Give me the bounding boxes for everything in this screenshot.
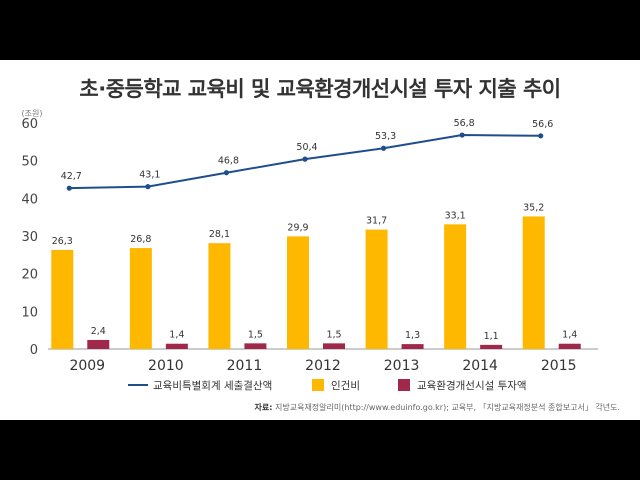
bar-data-label: 1,3 — [405, 330, 420, 341]
source-text: 지방교육재정알리미(http://www.eduinfo.go.kr); 교육부… — [275, 403, 620, 412]
line-data-label: 46,8 — [218, 156, 239, 167]
x-tick-label: 2015 — [541, 358, 577, 374]
line-point — [223, 170, 230, 176]
x-tick-label: 2014 — [462, 358, 498, 374]
y-tick-label: 0 — [30, 343, 38, 358]
bar-data-label: 29,9 — [287, 222, 308, 233]
line-point — [538, 133, 544, 139]
chart-title: 초·중등학교 교육비 및 교육환경개선시설 투자 지출 추이 — [79, 77, 561, 101]
bar-facility — [480, 344, 503, 349]
bar-data-label: 1,4 — [562, 330, 577, 341]
line-point — [459, 132, 465, 138]
y-tick-label: 50 — [21, 155, 38, 170]
line-data-label: 43,1 — [139, 170, 160, 181]
x-tick-label: 2011 — [227, 358, 263, 374]
bar-data-label: 31,7 — [366, 216, 387, 227]
bar-data-label: 35,2 — [523, 202, 544, 213]
line-data-label: 53,3 — [375, 131, 396, 142]
bar-facility — [244, 343, 267, 349]
bar-facility — [323, 343, 345, 349]
y-tick-label: 10 — [21, 305, 38, 320]
bar-data-label: 26,3 — [52, 236, 73, 247]
line-data-label: 42,7 — [61, 171, 82, 182]
legend-label: 인건비 — [331, 380, 360, 392]
bar-data-label: 1,5 — [248, 329, 263, 340]
bar-personnel — [522, 216, 545, 349]
bar-personnel — [287, 236, 309, 349]
line-point — [66, 185, 72, 191]
line-data-label: 56,6 — [532, 119, 553, 130]
y-unit-label: (조원) — [22, 109, 43, 118]
line-data-label: 50,4 — [296, 142, 317, 153]
bar-data-label: 33,1 — [445, 210, 466, 221]
bar-facility — [558, 343, 581, 349]
y-tick-label: 30 — [21, 230, 38, 245]
bar-data-label: 26,8 — [130, 234, 151, 245]
legend-label: 교육환경개선시설 투자액 — [417, 379, 527, 392]
bar-data-label: 1,1 — [484, 331, 499, 342]
legend-swatch-facility — [398, 379, 410, 391]
line-point — [380, 145, 387, 151]
line-point — [302, 156, 308, 162]
bar-data-label: 2,4 — [91, 326, 106, 337]
legend-label: 교육비특별회계 세출결산액 — [153, 380, 272, 392]
bar-personnel — [51, 249, 74, 349]
y-tick-label: 40 — [21, 192, 38, 207]
bar-facility — [165, 343, 188, 349]
line-data-label: 56,8 — [454, 118, 475, 129]
y-tick-label: 60 — [21, 117, 38, 132]
source-prefix: 자료: — [254, 403, 273, 412]
bar-data-label: 1,4 — [169, 330, 184, 341]
bar-data-label: 28,1 — [209, 229, 230, 240]
legend-swatch-personnel — [312, 379, 324, 391]
source-note: 자료: 지방교육재정알리미(http://www.eduinfo.go.kr);… — [0, 402, 620, 413]
line-point — [145, 184, 151, 190]
y-tick-label: 20 — [21, 268, 38, 283]
x-tick-label: 2012 — [305, 358, 341, 374]
bar-facility — [401, 344, 424, 349]
bar-personnel — [444, 224, 467, 349]
x-tick-label: 2013 — [384, 358, 420, 374]
x-tick-label: 2010 — [148, 358, 184, 374]
bar-personnel — [129, 248, 152, 349]
bar-personnel — [208, 243, 231, 349]
x-tick-label: 2009 — [69, 358, 105, 374]
bar-facility — [87, 339, 110, 349]
bar-data-label: 1,5 — [326, 329, 341, 340]
bar-personnel — [365, 229, 388, 349]
